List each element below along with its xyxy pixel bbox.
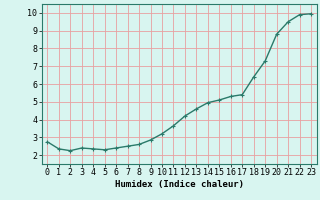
X-axis label: Humidex (Indice chaleur): Humidex (Indice chaleur): [115, 180, 244, 189]
